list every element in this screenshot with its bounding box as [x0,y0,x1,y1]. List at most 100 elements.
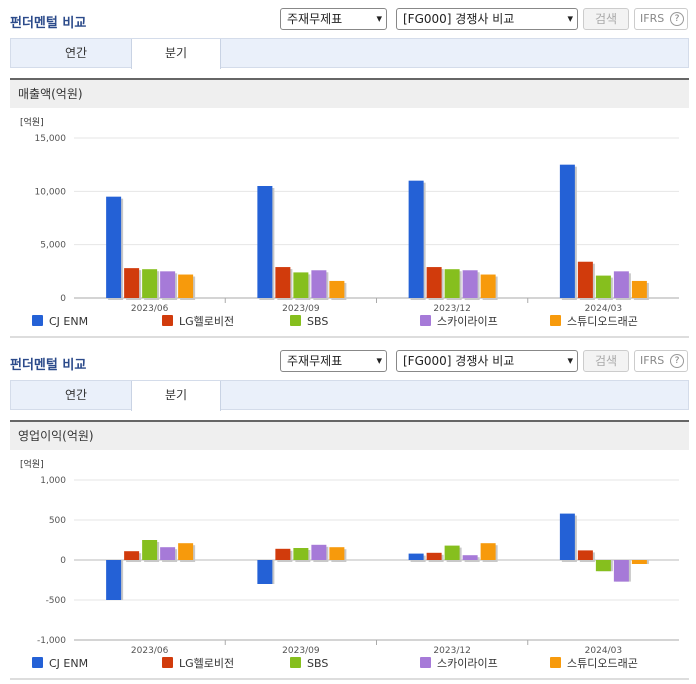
bar [257,186,273,298]
legend-item: 스카이라이프 [420,315,498,328]
bar [480,274,496,298]
compare-select-value: [FG000] 경쟁사 비교 [403,12,515,26]
panel-header: 펀더멘털 비교 주재무제표 ▾ [FG000] 경쟁사 비교 ▾ 검색 IFRS… [0,0,696,38]
bar [595,560,611,572]
bar [426,552,442,560]
tab-quarterly[interactable]: 분기 [131,381,221,411]
bar [142,540,158,560]
bar [275,267,291,298]
y-tick-label: 500 [49,516,66,526]
legend-label: 스튜디오드래곤 [567,315,638,328]
legend-item: SBS [290,657,328,670]
search-button[interactable]: 검색 [583,8,629,30]
statement-select[interactable]: 주재무제표 ▾ [280,8,387,30]
legend-label: 스카이라이프 [437,315,498,328]
bar [311,270,327,298]
bar [631,280,647,298]
panel-title: 펀더멘털 비교 [10,358,87,373]
bar [178,543,194,560]
tab-quarterly[interactable]: 분기 [131,39,221,69]
x-tick-label: 2023/09 [282,646,320,656]
y-tick-label: 10,000 [35,187,67,197]
bar [408,553,424,560]
x-tick-label: 2023/06 [131,646,169,656]
y-tick-label: 0 [60,556,66,566]
legend-swatch [420,315,431,326]
compare-select[interactable]: [FG000] 경쟁사 비교 ▾ [396,8,578,30]
operating-profit-chart: [억원] -1,000 -500 0 500 1,000 2023/06 2023/09 202… [10,458,689,680]
panel-title: 펀더멘털 비교 [10,16,87,31]
bar [577,550,593,560]
legend-item: CJ ENM [32,657,88,670]
x-tick-label: 2023/09 [282,304,320,314]
legend-swatch [550,315,561,326]
period-tabs: 연간 분기 [10,38,689,69]
bar [106,196,122,298]
legend-item: 스튜디오드래곤 [550,657,638,670]
bar [480,543,496,560]
tab-annual[interactable]: 연간 [64,46,88,60]
help-icon[interactable]: ? [670,12,684,26]
legend-swatch [32,315,43,326]
search-button[interactable]: 검색 [583,350,629,372]
y-tick-label: -1,000 [37,636,66,646]
bar [444,269,460,298]
legend-swatch [290,315,301,326]
tab-annual[interactable]: 연간 [64,388,88,402]
revenue-chart: [억원] 0 5,000 10,000 15,000 2023/06 2023/09 2023… [10,116,689,338]
legend-label: CJ ENM [49,315,88,328]
chevron-down-icon: ▾ [567,12,573,25]
compare-select[interactable]: [FG000] 경쟁사 비교 ▾ [396,350,578,372]
ifrs-label: IFRS [640,12,665,25]
x-tick-label: 2023/12 [433,646,470,656]
unit-label: [억원] [20,458,44,470]
legend-swatch [162,657,173,668]
y-tick-label: 1,000 [40,476,66,486]
bar [293,272,309,298]
statement-select[interactable]: 주재무제표 ▾ [280,350,387,372]
chevron-down-icon: ▾ [567,354,573,367]
legend-label: 스튜디오드래곤 [567,657,638,670]
legend-item: LG헬로비전 [162,657,234,670]
compare-select-value: [FG000] 경쟁사 비교 [403,354,515,368]
section-title: 매출액(억원) [10,78,689,108]
bar [426,267,442,298]
legend-item: LG헬로비전 [162,315,234,328]
ifrs-button[interactable]: IFRS ? [634,8,688,30]
bar [160,547,176,560]
y-tick-label: 5,000 [40,241,66,251]
bar [462,270,478,298]
legend-label: LG헬로비전 [179,315,234,328]
legend-swatch [162,315,173,326]
legend-label: LG헬로비전 [179,657,234,670]
ifrs-label: IFRS [640,354,665,367]
panel-operating-profit: 펀더멘털 비교 주재무제표 ▾ [FG000] 경쟁사 비교 ▾ 검색 IFRS… [0,342,696,680]
legend-label: SBS [307,657,328,670]
x-tick-label: 2023/06 [131,304,169,314]
chevron-down-icon: ▾ [376,12,382,25]
chevron-down-icon: ▾ [376,354,382,367]
legend-item: SBS [290,315,328,328]
bar [124,551,140,560]
help-icon[interactable]: ? [670,354,684,368]
bar [559,513,575,560]
bar [329,547,345,560]
statement-select-value: 주재무제표 [287,12,343,26]
y-tick-label: -500 [46,596,67,606]
statement-select-value: 주재무제표 [287,354,343,368]
period-tabs: 연간 분기 [10,380,689,411]
bar [329,280,345,298]
legend-item: CJ ENM [32,315,88,328]
bar [311,544,327,560]
legend-swatch [32,657,43,668]
bar [142,269,158,298]
bar [613,560,629,582]
bar [559,164,575,298]
bar [444,545,460,560]
bar [275,548,291,560]
legend-label: SBS [307,315,328,328]
bar [160,271,176,298]
ifrs-button[interactable]: IFRS ? [634,350,688,372]
bar [577,261,593,298]
bar [631,560,647,564]
